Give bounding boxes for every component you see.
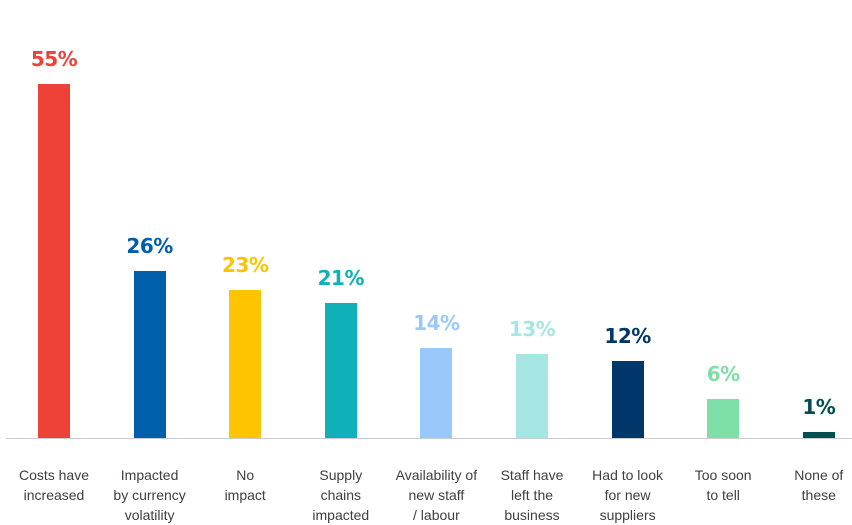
bar [324, 302, 357, 438]
bar [420, 347, 453, 438]
data-label: 14% [413, 310, 460, 335]
data-label: 13% [508, 317, 556, 342]
x-axis-baseline [6, 438, 852, 439]
data-label: 21% [317, 265, 365, 290]
category-label: None of these [794, 467, 844, 503]
data-label: 23% [222, 252, 269, 277]
data-label: 55% [30, 47, 78, 71]
category-label: Had to look for new suppliers [592, 467, 663, 523]
bar [38, 84, 70, 438]
category-label: No impact [224, 467, 266, 503]
category-label: Impacted by currency volatility [113, 467, 186, 523]
category-label: Availability of new staff / labour [395, 467, 478, 523]
data-label: 1% [802, 394, 836, 419]
bar [707, 399, 740, 438]
bar [611, 360, 644, 438]
data-label: 12% [604, 323, 651, 348]
bar [802, 431, 835, 438]
bar [229, 289, 262, 438]
data-label: 6% [706, 362, 740, 387]
category-label: Supply chains impacted [312, 467, 370, 523]
data-label: 26% [126, 233, 173, 258]
bar [133, 270, 166, 438]
category-label: Too soon to tell [694, 467, 752, 503]
bar [516, 354, 548, 438]
category-label: Costs have increased [18, 467, 90, 503]
category-label: Staff have left the business [500, 467, 564, 523]
